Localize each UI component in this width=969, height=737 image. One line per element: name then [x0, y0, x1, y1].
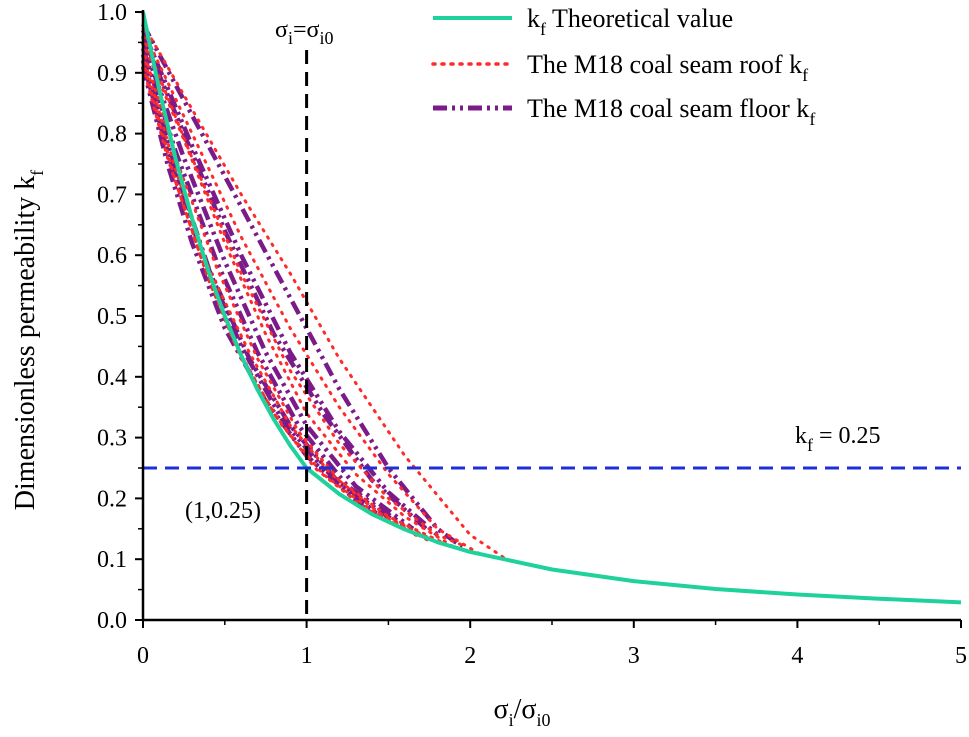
legend-floor-sub: f: [809, 109, 815, 129]
vline-label-sub1: i: [288, 28, 293, 48]
x-tick-label-3: 3: [628, 643, 640, 669]
y-axis-title-sub: f: [27, 170, 47, 176]
horizontal-line-label: kf = 0.25: [795, 423, 881, 455]
y-tick-label-1: 0.1: [97, 547, 127, 573]
legend-roof-pre: The M18 coal seam roof k: [527, 50, 802, 79]
hline-label-pre: k: [795, 423, 807, 449]
legend: kf Theoretical value The M18 coal seam r…: [431, 4, 815, 129]
floor-curve-1: [140, 29, 439, 537]
x-axis-title: σi/σi0: [494, 694, 551, 730]
legend-theoretical-sub: f: [540, 19, 546, 39]
roof-curve-4: [141, 47, 448, 546]
tick-labels-layer: 0 1 2 3 4 5 0.0 0.1 0.2 0.3 0.4 0.5 0.6 0.7 0.8 0.9 1.0: [97, 0, 967, 669]
y-tick-label-9: 0.9: [97, 61, 127, 87]
y-tick-label-3: 0.3: [97, 426, 127, 452]
legend-label-theoretical: kf Theoretical value: [527, 4, 733, 39]
point-annotation: (1,0.25): [185, 498, 261, 524]
x-tick-label-1: 1: [301, 643, 313, 669]
x-tick-label-0: 0: [137, 643, 149, 669]
legend-roof-sub: f: [802, 65, 808, 85]
legend-label-floor: The M18 coal seam floor kf: [527, 94, 815, 129]
vline-label-eq: =σ: [293, 17, 320, 43]
y-tick-label-6: 0.6: [97, 243, 127, 269]
legend-label-roof: The M18 coal seam roof kf: [527, 50, 808, 85]
y-axis-title: Dimensionless permeability kf: [10, 170, 47, 510]
axes-layer: [135, 10, 962, 628]
y-tick-label-10: 1.0: [97, 0, 127, 26]
x-axis-title-sub2: i0: [536, 710, 550, 730]
roof-curve-1: [141, 28, 480, 555]
x-axis-title-slash: /σ: [514, 694, 537, 725]
x-axis-title-sub1: i: [509, 710, 514, 730]
y-axis-title-text: Dimensionless permeability k: [10, 176, 41, 510]
roof-curve-0: [141, 22, 508, 561]
hline-label-post: = 0.25: [813, 423, 881, 449]
floor-curve-3: [140, 41, 415, 531]
floor-curve-2: [140, 35, 431, 534]
y-tick-label-2: 0.2: [97, 486, 127, 512]
vline-label-base1: σ: [275, 17, 288, 43]
y-tick-label-7: 0.7: [97, 182, 127, 208]
roof-curve-2: [141, 34, 469, 549]
y-tick-label-4: 0.4: [97, 365, 127, 391]
roof-curve-3: [141, 40, 456, 549]
x-tick-label-2: 2: [464, 643, 476, 669]
x-axis-title-base: σ: [494, 694, 509, 725]
legend-theoretical-pre: k: [527, 4, 540, 33]
vertical-line-label: σi=σi0: [275, 17, 333, 48]
legend-floor-pre: The M18 coal seam floor k: [527, 94, 809, 123]
hline-label-sub: f: [807, 435, 813, 455]
legend-theoretical-post: Theoretical value: [546, 4, 733, 33]
y-tick-label-5: 0.5: [97, 304, 127, 330]
y-tick-label-0: 0.0: [97, 608, 127, 634]
x-tick-label-4: 4: [791, 643, 803, 669]
vline-label-sub2: i0: [319, 28, 333, 48]
y-tick-label-8: 0.8: [97, 122, 127, 148]
reference-lines-layer: [143, 50, 961, 620]
theoretical-curve: [141, 11, 962, 605]
x-tick-label-5: 5: [955, 643, 967, 669]
